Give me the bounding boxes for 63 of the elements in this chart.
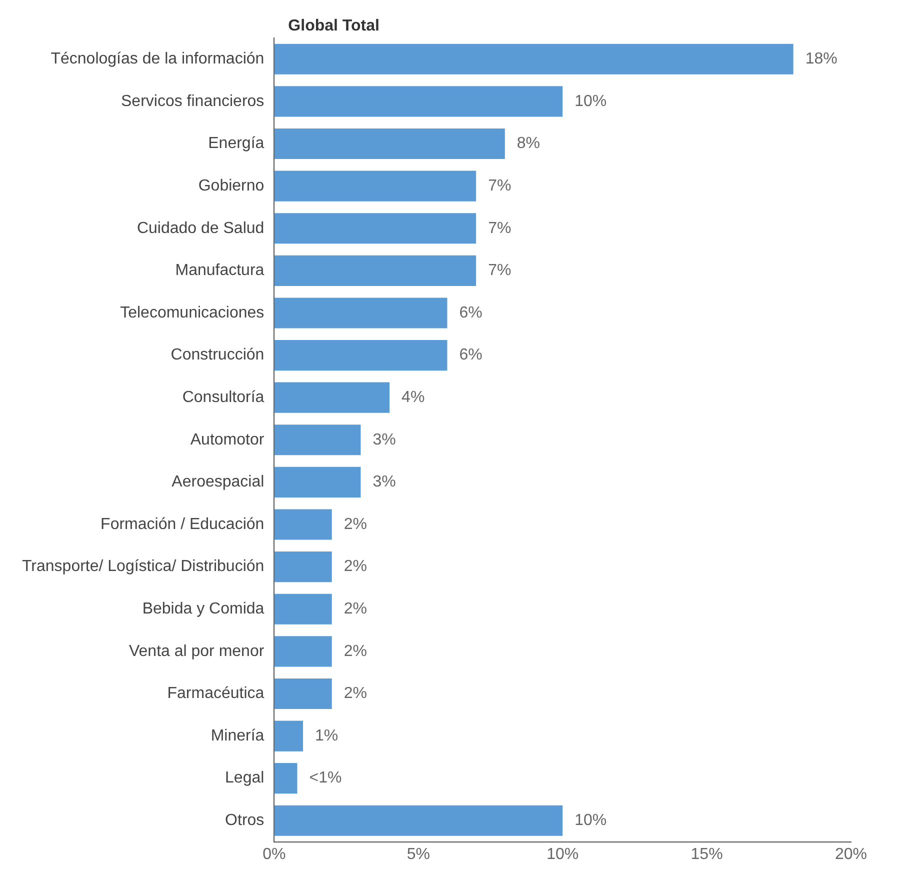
- y-tick-label: Técnologías de la información: [50, 50, 264, 68]
- y-tick-label: Minería: [210, 727, 264, 744]
- x-tick-label: 0%: [262, 846, 286, 863]
- y-tick-label: Manufactura: [175, 262, 264, 280]
- data-label: 6%: [459, 304, 482, 322]
- y-tick-label: Automotor: [190, 431, 265, 448]
- y-tick-label: Aeroespacial: [172, 474, 264, 491]
- bar: [274, 552, 332, 582]
- y-tick-label: Venta al por menor: [128, 642, 265, 660]
- y-tick-label: Transporte/ Logística/ Distribución: [22, 558, 264, 576]
- data-label: 7%: [488, 177, 512, 194]
- bar: [274, 720, 304, 752]
- bar: [274, 424, 361, 456]
- bar: [274, 382, 390, 413]
- chart-title: Global Total: [288, 17, 380, 34]
- bar: [274, 128, 505, 160]
- bar: [274, 340, 448, 371]
- bar: [274, 255, 476, 286]
- data-label: 2%: [344, 600, 367, 618]
- bar: [274, 298, 448, 328]
- y-tick-label: Consultoría: [182, 389, 264, 406]
- data-label: 2%: [344, 685, 367, 702]
- x-tick-label: 10%: [546, 846, 579, 863]
- bar: [274, 213, 476, 244]
- data-label: 18%: [805, 50, 838, 68]
- data-label: 4%: [402, 389, 425, 406]
- bar: [274, 763, 298, 794]
- data-label: 10%: [574, 92, 607, 110]
- y-tick-label: Formación / Educación: [100, 516, 264, 533]
- data-label: 10%: [574, 812, 607, 830]
- data-label: 2%: [344, 642, 367, 660]
- y-tick-label: Farmacéutica: [167, 685, 264, 702]
- bar: [274, 44, 794, 74]
- bar: [274, 678, 332, 710]
- y-tick-label: Construcción: [170, 346, 264, 364]
- y-tick-label: Servicos financieros: [121, 92, 264, 110]
- y-tick-label: Otros: [225, 812, 264, 830]
- data-label: 3%: [372, 474, 396, 491]
- x-tick-label: 5%: [406, 846, 430, 863]
- y-tick-label: Telecomunicaciones: [120, 304, 264, 322]
- data-label: 1%: [315, 727, 338, 744]
- data-label: 3%: [372, 431, 396, 448]
- x-tick-label: 20%: [834, 846, 868, 863]
- data-label: 7%: [488, 262, 512, 280]
- bar: [274, 636, 332, 667]
- bar: [274, 86, 563, 117]
- y-tick-label: Gobierno: [198, 177, 264, 194]
- y-tick-label: Cuidado de Salud: [136, 220, 264, 237]
- y-tick-label: Legal: [225, 770, 264, 787]
- data-label: 2%: [344, 516, 367, 533]
- data-label: 8%: [516, 135, 540, 152]
- data-label: 7%: [488, 220, 512, 237]
- data-label: 2%: [344, 558, 367, 576]
- y-tick-label: Bebida y Comida: [142, 600, 264, 618]
- bar: [274, 594, 332, 624]
- data-label: <1%: [309, 770, 342, 787]
- data-label: 6%: [459, 346, 482, 364]
- bar: [274, 805, 563, 836]
- bar: [274, 509, 332, 540]
- bar: [274, 466, 361, 498]
- bar: [274, 170, 476, 202]
- x-tick-label: 15%: [690, 846, 723, 863]
- y-tick-label: Energía: [208, 135, 264, 152]
